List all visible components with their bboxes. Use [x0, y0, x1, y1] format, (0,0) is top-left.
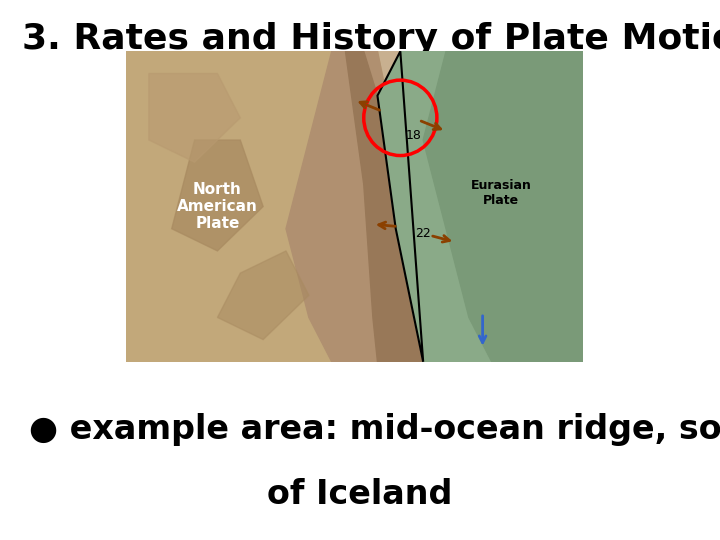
Text: of Iceland: of Iceland — [267, 478, 453, 511]
Polygon shape — [149, 73, 240, 162]
Polygon shape — [126, 51, 469, 362]
Polygon shape — [172, 140, 264, 251]
Polygon shape — [286, 51, 469, 362]
Text: 18: 18 — [406, 129, 422, 142]
Polygon shape — [217, 251, 309, 340]
Text: 22: 22 — [415, 227, 431, 240]
Polygon shape — [346, 51, 423, 362]
Text: ● example area: mid-ocean ridge, south: ● example area: mid-ocean ridge, south — [29, 413, 720, 446]
Text: Eurasian
Plate: Eurasian Plate — [470, 179, 531, 207]
Polygon shape — [423, 51, 583, 362]
Text: North
American
Plate: North American Plate — [177, 181, 258, 232]
Polygon shape — [377, 51, 583, 362]
Text: 3. Rates and History of Plate Motion: 3. Rates and History of Plate Motion — [22, 22, 720, 56]
